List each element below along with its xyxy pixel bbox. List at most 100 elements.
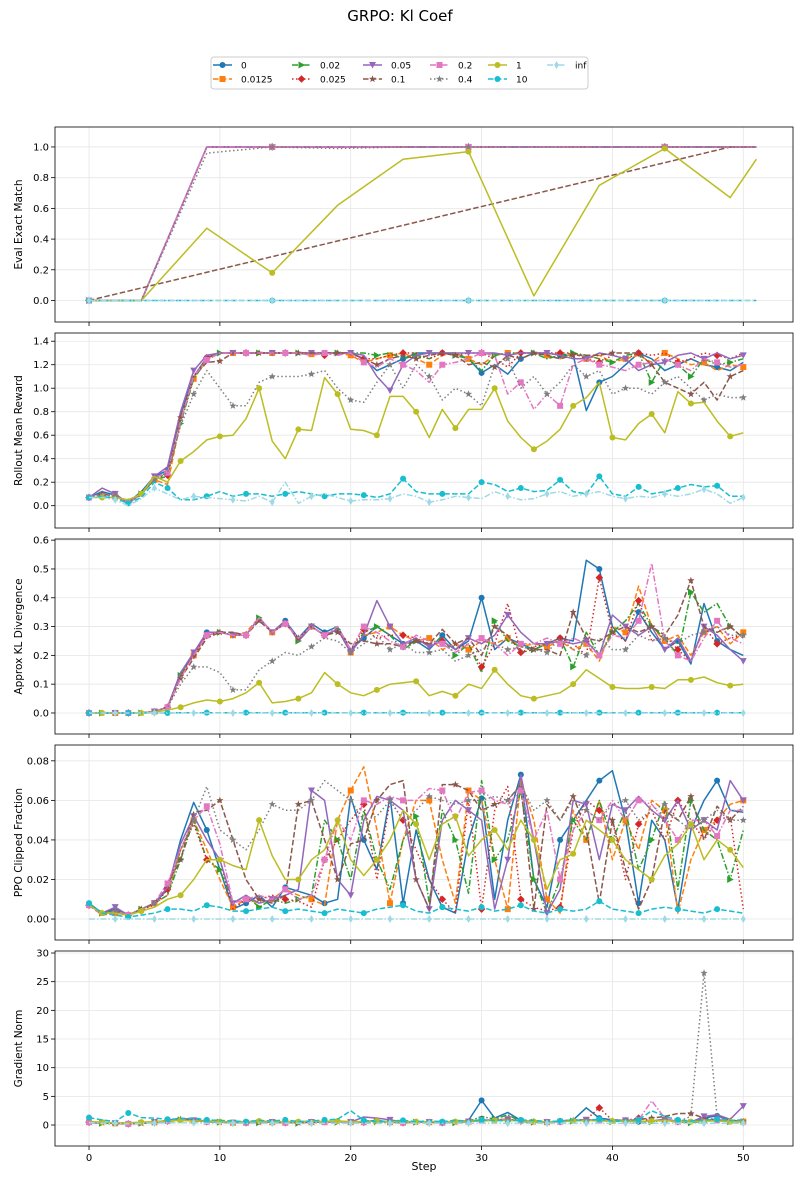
y-tick-label: 30 [36, 949, 49, 960]
data-point-10 [479, 1117, 485, 1123]
data-point-0.2 [400, 797, 406, 803]
data-point-1 [138, 908, 144, 914]
y-axis-label: Eval Exact Match [13, 179, 25, 269]
data-point-10 [282, 1117, 288, 1123]
data-point-1 [413, 678, 419, 684]
data-point-1 [335, 817, 341, 823]
data-point-10 [557, 906, 563, 912]
data-point-0 [714, 778, 720, 784]
x-tick-label: 30 [475, 1153, 488, 1164]
y-tick-label: 0.08 [27, 756, 49, 767]
legend-marker-0.2 [437, 62, 443, 68]
data-point-1 [688, 821, 694, 827]
data-point-10 [361, 910, 367, 916]
data-point-1 [492, 667, 498, 673]
data-point-10 [479, 904, 485, 910]
y-tick-label: 15 [36, 1035, 49, 1046]
data-point-0.2 [675, 362, 681, 368]
data-point-0.0125 [387, 900, 393, 906]
y-tick-label: 20 [36, 1006, 49, 1017]
data-point-10 [479, 479, 485, 485]
legend-label: inf [575, 62, 587, 72]
data-point-10 [125, 1110, 131, 1116]
y-tick-label: 0.6 [33, 204, 49, 215]
data-point-10 [86, 1115, 92, 1121]
legend-label: 0.4 [458, 76, 473, 86]
y-tick-label: 0.2 [33, 478, 49, 489]
legend-label: 0 [241, 62, 247, 72]
data-point-10 [165, 485, 171, 491]
data-point-10 [204, 1117, 210, 1123]
data-point-1 [374, 432, 380, 438]
data-point-0.2 [479, 635, 485, 641]
data-point-10 [165, 906, 171, 912]
data-point-1 [531, 446, 537, 452]
data-point-1 [609, 684, 615, 690]
data-point-1 [452, 693, 458, 699]
data-point-10 [636, 910, 642, 916]
data-point-0.2 [557, 641, 563, 647]
x-tick-label: 40 [606, 1153, 619, 1164]
data-point-10 [322, 910, 328, 916]
y-tick-label: 1.0 [33, 142, 49, 153]
data-point-1 [335, 391, 341, 397]
data-point-0.2 [361, 624, 367, 630]
data-point-0.2 [243, 350, 249, 356]
y-tick-label: 1.0 [33, 384, 49, 395]
data-point-0 [596, 566, 602, 572]
y-tick-label: 0.2 [33, 265, 49, 276]
y-tick-label: 1.2 [33, 360, 49, 371]
data-point-10 [596, 1116, 602, 1122]
data-point-0 [479, 1097, 485, 1103]
y-axis-label: Gradient Norm [13, 1010, 25, 1088]
data-point-1 [727, 847, 733, 853]
data-point-10 [282, 908, 288, 914]
data-point-0.2 [439, 787, 445, 793]
data-point-10 [322, 1117, 328, 1123]
data-point-1 [374, 857, 380, 863]
data-point-1 [452, 813, 458, 819]
data-point-0.2 [557, 876, 563, 882]
data-point-10 [675, 906, 681, 912]
data-point-0 [479, 595, 485, 601]
data-point-0.2 [361, 359, 367, 365]
data-point-1 [256, 817, 262, 823]
y-tick-label: 0.8 [33, 173, 49, 184]
legend-label: 0.025 [320, 76, 346, 86]
data-point-1 [178, 458, 184, 464]
y-tick-label: 0.00 [27, 915, 49, 926]
data-point-10 [243, 908, 249, 914]
x-axis-label: Step [411, 1160, 436, 1173]
data-point-0.2 [636, 362, 642, 368]
y-axis-label: PPO Clipped Fraction [13, 788, 25, 897]
data-point-10 [714, 483, 720, 489]
data-point-10 [636, 1117, 642, 1123]
legend-label: 0.05 [391, 62, 411, 72]
data-point-0.2 [714, 618, 720, 624]
data-point-10 [361, 492, 367, 498]
data-point-1 [688, 400, 694, 406]
data-point-1 [217, 433, 223, 439]
data-point-0 [204, 827, 210, 833]
data-point-10 [439, 904, 445, 910]
data-point-1 [649, 411, 655, 417]
data-point-10 [636, 484, 642, 490]
data-point-1 [217, 857, 223, 863]
data-point-0.2 [400, 362, 406, 368]
legend-label: 10 [516, 76, 528, 86]
data-point-10 [596, 473, 602, 479]
data-point-10 [439, 491, 445, 497]
data-point-0.2 [636, 797, 642, 803]
data-point-0.2 [243, 896, 249, 902]
data-point-0.2 [322, 632, 328, 638]
data-point-10 [400, 1117, 406, 1123]
data-point-10 [714, 906, 720, 912]
data-point-0.2 [479, 350, 485, 356]
data-point-0.2 [675, 652, 681, 658]
data-point-1 [138, 1119, 144, 1125]
